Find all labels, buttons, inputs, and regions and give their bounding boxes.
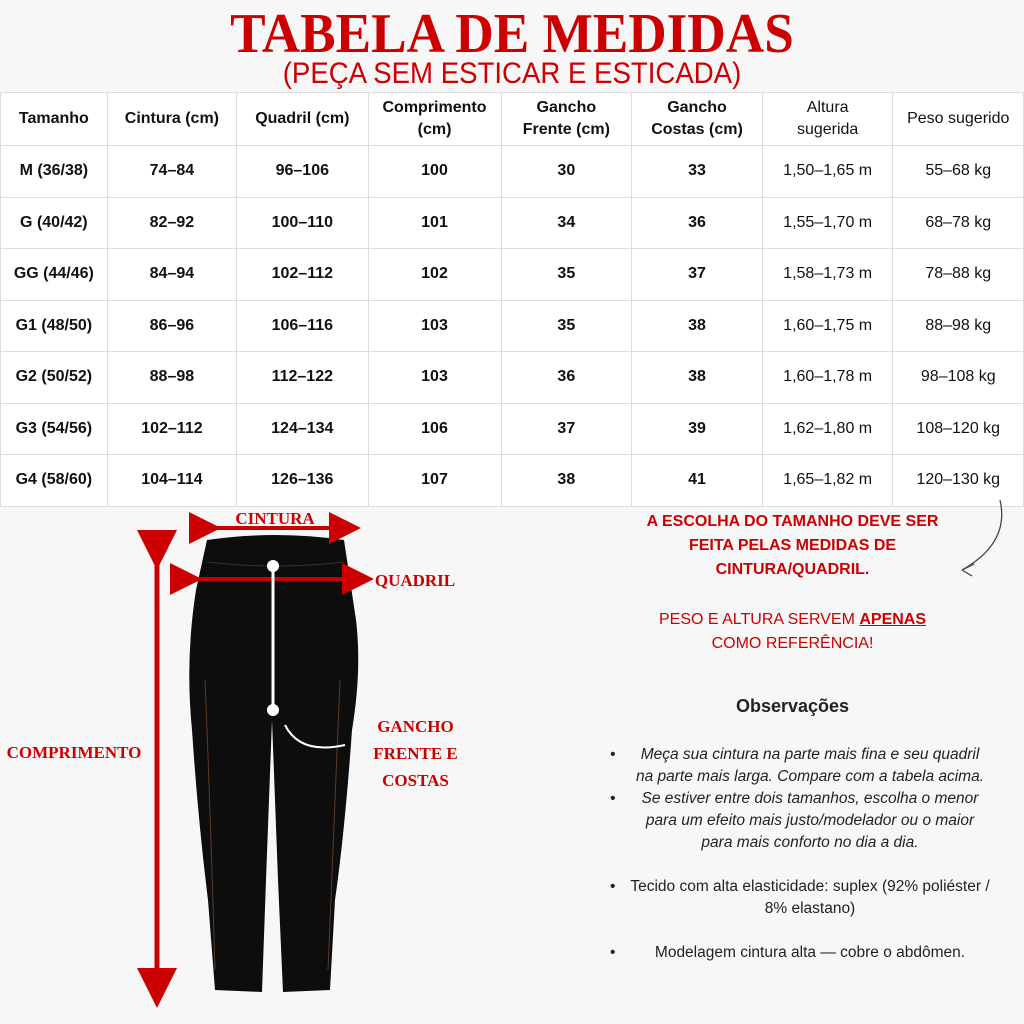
table-cell: 103 [367, 299, 502, 352]
table-cell: 35 [500, 248, 633, 301]
table-cell: 120–130 kg [892, 454, 1024, 507]
table-cell: 35 [500, 299, 633, 352]
table-row: GG (44/46) 84–94 102–112 102 35 37 1,58–1,73 m… [0, 248, 1024, 301]
observation-item: Se estiver entre dois tamanhos, escolha … [610, 788, 990, 854]
table-cell: G (40/42) [0, 196, 108, 249]
table-cell: M (36/38) [0, 145, 108, 198]
column-header: Quadril (cm) [236, 92, 369, 146]
table-cell: 1,60–1,78 m [761, 351, 894, 404]
table-cell: 102–112 [236, 248, 369, 301]
table-cell: 68–78 kg [892, 196, 1024, 249]
table-cell: 33 [631, 145, 763, 198]
column-header: Cintura (cm) [106, 92, 238, 146]
curved-arrow-icon [961, 499, 1003, 577]
observations-list: Meça sua cintura na parte mais fina e se… [610, 744, 990, 964]
leggings-diagram [137, 512, 374, 1008]
size-choice-note: A ESCOLHA DO TAMANHO DEVE SER FEITA PELA… [646, 513, 939, 578]
label-gancho: GANCHO FRENTE E COSTAS [373, 717, 458, 790]
table-cell: 100–110 [236, 196, 369, 249]
table-cell: 38 [631, 351, 763, 404]
table-cell: 37 [631, 248, 763, 301]
size-table: Tamanho Cintura (cm) Quadril (cm) Comprimen… [0, 92, 1024, 507]
column-header: Gancho Costas (cm) [631, 92, 763, 146]
page-title: TABELA DE MEDIDAS [230, 3, 794, 65]
table-cell: 82–92 [106, 196, 238, 249]
table-cell: 126–136 [236, 454, 369, 507]
table-cell: 55–68 kg [892, 145, 1024, 198]
table-row: M (36/38) 74–84 96–106 100 30 33 1,50–1,65 m 55… [0, 145, 1024, 198]
label-comprimento: COMPRIMENTO [6, 743, 142, 762]
table-cell: 101 [367, 196, 502, 249]
column-header: Altura sugerida [761, 92, 894, 146]
column-header: Tamanho [0, 92, 108, 146]
table-cell: GG (44/46) [0, 248, 108, 301]
table-cell: 36 [631, 196, 763, 249]
table-cell: 98–108 kg [892, 351, 1024, 404]
column-header: Peso sugerido [892, 92, 1024, 146]
table-cell: 30 [500, 145, 633, 198]
table-cell: 36 [500, 351, 633, 404]
table-cell: G4 (58/60) [0, 454, 108, 507]
table-cell: G3 (54/56) [0, 402, 108, 455]
table-cell: 102 [367, 248, 502, 301]
leggings-shape [189, 535, 359, 992]
table-cell: 104–114 [106, 454, 238, 507]
table-row: G4 (58/60) 104–114 126–136 107 38 41 1,65–1,82… [0, 454, 1024, 507]
observation-item: Modelagem cintura alta — cobre o abdômen… [610, 942, 990, 964]
table-cell: 34 [500, 196, 633, 249]
table-cell: 39 [631, 402, 763, 455]
table-cell: 37 [500, 402, 633, 455]
column-header: Gancho Frente (cm) [500, 92, 633, 146]
label-cintura: CINTURA [235, 509, 315, 528]
table-cell: G2 (50/52) [0, 351, 108, 404]
table-cell: 1,55–1,70 m [761, 196, 894, 249]
table-cell: 1,58–1,73 m [761, 248, 894, 301]
table-cell: 38 [500, 454, 633, 507]
table-cell: 124–134 [236, 402, 369, 455]
table-cell: 106–116 [236, 299, 369, 352]
page-subtitle: (PEÇA SEM ESTICAR E ESTICADA) [282, 57, 742, 90]
observation-item: Meça sua cintura na parte mais fina e se… [610, 744, 990, 788]
table-cell: 112–122 [236, 351, 369, 404]
table-cell: 96–106 [236, 145, 369, 198]
label-quadril: QUADRIL [374, 571, 456, 590]
table-cell: 74–84 [106, 145, 238, 198]
reference-text: PESO E ALTURA SERVEM [658, 611, 860, 628]
table-cell: 108–120 kg [892, 402, 1024, 455]
reference-note: PESO E ALTURA SERVEM APENAS COMO REFERÊN… [600, 608, 985, 656]
table-cell: 102–112 [106, 402, 238, 455]
table-cell: 1,50–1,65 m [761, 145, 894, 198]
table-cell: 38 [631, 299, 763, 352]
reference-text-end: COMO REFERÊNCIA! [711, 635, 874, 652]
table-cell: G1 (48/50) [0, 299, 108, 352]
observations-title: Observações [735, 696, 850, 716]
table-cell: 88–98 kg [892, 299, 1024, 352]
column-header: Comprimento (cm) [367, 92, 502, 146]
table-cell: 1,65–1,82 m [761, 454, 894, 507]
table-row: G3 (54/56) 102–112 124–134 106 37 39 1,62–1,80… [0, 402, 1024, 455]
table-cell: 100 [367, 145, 502, 198]
reference-emphasis: APENAS [859, 611, 927, 628]
table-cell: 1,60–1,75 m [761, 299, 894, 352]
observation-item: Tecido com alta elasticidade: suplex (92… [610, 876, 990, 920]
table-row: G1 (48/50) 86–96 106–116 103 35 38 1,60–1,75 m… [0, 299, 1024, 352]
table-cell: 88–98 [106, 351, 238, 404]
table-cell: 106 [367, 402, 502, 455]
table-row: G2 (50/52) 88–98 112–122 103 36 38 1,60–1,78 m… [0, 351, 1024, 404]
table-cell: 86–96 [106, 299, 238, 352]
table-cell: 103 [367, 351, 502, 404]
table-cell: 107 [367, 454, 502, 507]
table-cell: 78–88 kg [892, 248, 1024, 301]
table-cell: 41 [631, 454, 763, 507]
table-cell: 84–94 [106, 248, 238, 301]
table-cell: 1,62–1,80 m [761, 402, 894, 455]
